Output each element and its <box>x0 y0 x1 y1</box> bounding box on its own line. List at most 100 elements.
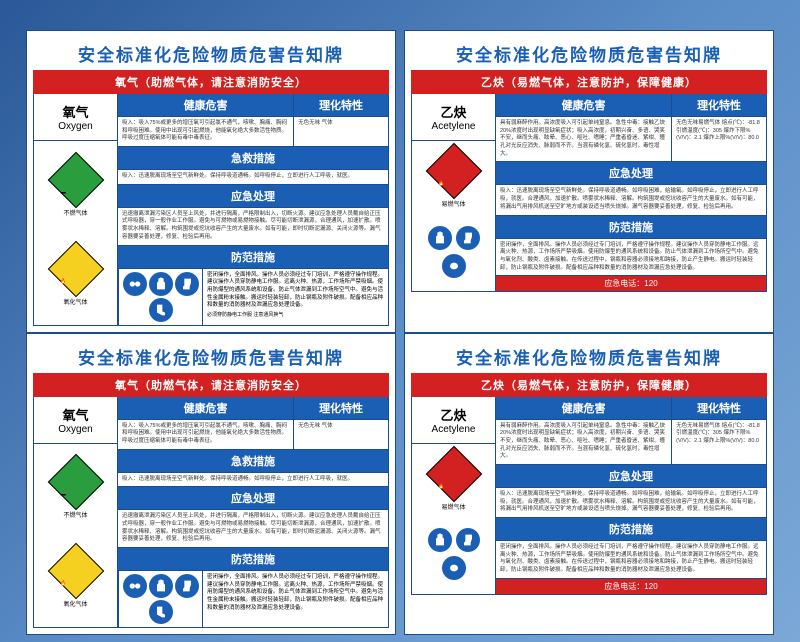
card-title: 安全标准化危险物质危害告知牌 <box>33 37 389 70</box>
suit-icon <box>428 226 452 250</box>
prevent-text: 密闭操作，全面排风。操作人员必须经过专门培训，严格遵守操作规程。建议操作人员穿防… <box>496 541 767 579</box>
oxygen-name-en: Oxygen <box>36 424 115 435</box>
acetylene-name-en: Acetylene <box>414 121 493 132</box>
oxygen-card-2: 安全标准化危险物质危害告知牌 氧气（助燃气体，请注意消防安全） 氧气 Oxyge… <box>26 333 396 636</box>
suit-icon <box>428 528 452 552</box>
acetylene-left-col: 乙炔 Acetylene 🔥 易燃气体 <box>411 397 496 595</box>
emergency-text: 迅速撤离泄漏污染区人员至上风处，并进行隔离，严格限制出入，切断火源。建议应急处理… <box>118 208 389 246</box>
oxygen-subtitle: 氧气（助燃气体，请注意消防安全） <box>33 70 389 94</box>
health-header: 健康危害 <box>496 397 672 420</box>
health-text: 具有弱麻醉作用。高浓度吸入可引起单纯窒息。急性中毒：接触乙炔20%浓度时出现明显… <box>496 420 672 465</box>
firstaid-header: 急救措施 <box>118 147 389 170</box>
firstaid-text: 吸入：迅速脱离现场至空气新鲜处。保持呼吸道通畅。如呼吸困难，给输氧。如呼吸停止，… <box>496 488 767 518</box>
suit-icon <box>149 574 173 598</box>
oxygen-hazard-icons: ▬ 不燃气体 🔥 氧化气体 <box>34 141 117 325</box>
emergency-header: 应急处理 <box>118 487 389 510</box>
nonflammable-gas-icon: ▬ <box>47 454 104 511</box>
card-title: 安全标准化危险物质危害告知牌 <box>33 340 389 373</box>
prevent-text: 密闭操作，全面排风。操作人员必须经过专门培训，严格遵守操作规程。建议操作人员穿防… <box>203 269 389 326</box>
acetylene-name-box: 乙炔 Acetylene <box>412 94 495 141</box>
hazard-label: 不燃气体 <box>56 510 96 519</box>
nonflammable-gas-icon: ▬ <box>47 152 104 209</box>
mask-icon <box>442 556 466 580</box>
oxygen-ppe-icons <box>118 571 203 628</box>
health-header: 健康危害 <box>496 94 672 117</box>
acetylene-name-cn: 乙炔 <box>414 405 493 424</box>
oxygen-left-col: 氧气 Oxygen ▬ 不燃气体 🔥 氧化气体 <box>33 94 118 326</box>
acetylene-card: 安全标准化危险物质危害告知牌 乙炔（易燃气体，注意防护，保障健康） 乙炔 Ace… <box>404 30 774 333</box>
health-text: 具有弱麻醉作用。高浓度吸入可引起单纯窒息。急性中毒：接触乙炔20%浓度时出现明显… <box>496 117 672 162</box>
hazard-label: 易燃气体 <box>434 502 474 511</box>
physical-header: 理化特性 <box>672 397 767 420</box>
acetylene-subtitle: 乙炔（易燃气体，注意防护，保障健康） <box>411 373 767 397</box>
physical-text: 无色无味易燃气体 熔点(℃)：-81.8 引燃温度(℃)：305 爆炸下限%(V… <box>672 420 767 465</box>
physical-header: 理化特性 <box>294 94 389 117</box>
oxygen-left-col: 氧气 Oxygen ▬ 不燃气体 🔥 氧化气体 <box>33 397 118 629</box>
gloves-icon <box>175 272 199 296</box>
physical-text: 无色无味 气体 <box>294 117 389 147</box>
acetylene-name-box: 乙炔 Acetylene <box>412 397 495 444</box>
hazard-label: 不燃气体 <box>56 208 96 217</box>
emergency-header: 应急处理 <box>118 185 389 208</box>
physical-text: 无色无味 气体 <box>294 420 389 450</box>
gloves-icon <box>456 528 480 552</box>
bottom-row: 安全标准化危险物质危害告知牌 氧气（助燃气体，请注意消防安全） 氧气 Oxyge… <box>20 333 780 636</box>
acetylene-right-col: 健康危害 理化特性 具有弱麻醉作用。高浓度吸入可引起单纯窒息。急性中毒：接触乙炔… <box>496 397 767 595</box>
goggles-icon <box>123 272 147 296</box>
top-row: 安全标准化危险物质危害告知牌 氧气（助燃气体，请注意消防安全） 氧气 Oxyge… <box>20 30 780 333</box>
prevent-text: 密闭操作，全面排风。操作人员必须经过专门培训，严格遵守操作规程。建议操作人员穿防… <box>496 239 767 277</box>
boots-icon <box>149 298 173 322</box>
emergency-phone: 应急电话：120 <box>496 276 767 292</box>
gloves-icon <box>175 574 199 598</box>
suit-icon <box>149 272 173 296</box>
acetylene-ppe-icons <box>414 525 493 583</box>
oxygen-name-cn: 氧气 <box>36 405 115 424</box>
emergency-header: 应急处理 <box>496 465 767 488</box>
emergency-header: 应急处理 <box>496 162 767 185</box>
health-text: 吸入：吸入75%或更多的增压氧可引起氯不通气，咳嗽、胸痛、胸闷和呼吸困难。使用中… <box>118 420 294 450</box>
oxygen-right-col: 健康危害 理化特性 吸入：吸入75%或更多的增压氧可引起氯不通气，咳嗽、胸痛、胸… <box>118 397 389 629</box>
oxygen-card: 安全标准化危险物质危害告知牌 氧气（助燃气体，请注意消防安全） 氧气 Oxyge… <box>26 30 396 333</box>
hazard-label: 氧化气体 <box>56 297 96 306</box>
acetylene-hazard-icons: 🔥 易燃气体 <box>412 141 495 291</box>
physical-text: 无色无味易燃气体 熔点(℃)：-81.8 引燃温度(℃)：305 爆炸下限%(V… <box>672 117 767 162</box>
oxygen-ppe-icons <box>118 269 203 326</box>
emergency-phone: 应急电话：120 <box>496 579 767 595</box>
mask-icon <box>442 254 466 278</box>
goggles-icon <box>123 574 147 598</box>
acetylene-left-col: 乙炔 Acetylene 🔥 易燃气体 <box>411 94 496 292</box>
acetylene-hazard-icons: 🔥 易燃气体 <box>412 444 495 594</box>
firstaid-text: 吸入：迅速脱离现场至空气新鲜处。保持呼吸道通畅。如呼吸停止，立即进行人工呼吸，就… <box>118 473 389 488</box>
acetylene-right-col: 健康危害 理化特性 具有弱麻醉作用。高浓度吸入可引起单纯窒息。急性中毒：接触乙炔… <box>496 94 767 292</box>
flammable-gas-icon: 🔥 <box>425 446 482 503</box>
oxidizer-icon: 🔥 <box>47 543 104 600</box>
oxygen-name-box: 氧气 Oxygen <box>34 94 117 141</box>
firstaid-text: 吸入：迅速脱离现场至空气新鲜处。保持呼吸道通畅。如呼吸停止，立即进行人工呼吸，就… <box>118 170 389 185</box>
prevent-header: 防范措施 <box>118 246 389 269</box>
hazard-label: 易燃气体 <box>434 199 474 208</box>
oxygen-name-box: 氧气 Oxygen <box>34 397 117 444</box>
card-title: 安全标准化危险物质危害告知牌 <box>411 37 767 70</box>
prevent-text: 密闭操作，全面排风。操作人员必须经过专门培训，严格遵守操作规程。建议操作人员穿防… <box>203 571 389 628</box>
acetylene-name-cn: 乙炔 <box>414 102 493 121</box>
health-text: 吸入：吸入75%或更多的增压氧可引起氯不通气，咳嗽、胸痛、胸闷和呼吸困难。使用中… <box>118 117 294 147</box>
prevent-header: 防范措施 <box>496 216 767 239</box>
physical-header: 理化特性 <box>672 94 767 117</box>
card-title: 安全标准化危险物质危害告知牌 <box>411 340 767 373</box>
oxidizer-icon: 🔥 <box>47 240 104 297</box>
oxygen-right-col: 健康危害 理化特性 吸入：吸入75%或更多的增压氧可引起氯不通气，咳嗽、胸痛、胸… <box>118 94 389 326</box>
emergency-text: 迅速撤离泄漏污染区人员至上风处，并进行隔离，严格限制出入，切断火源。建议应急处理… <box>118 510 389 548</box>
gloves-icon <box>456 226 480 250</box>
oxygen-hazard-icons: ▬ 不燃气体 🔥 氧化气体 <box>34 444 117 628</box>
firstaid-text: 吸入：迅速脱离现场至空气新鲜处。保持呼吸道通畅。如呼吸困难，给输氧。如呼吸停止，… <box>496 185 767 215</box>
prevent-header: 防范措施 <box>118 548 389 571</box>
health-header: 健康危害 <box>118 397 294 420</box>
oxygen-name-cn: 氧气 <box>36 102 115 121</box>
flammable-gas-icon: 🔥 <box>425 143 482 200</box>
oxygen-name-en: Oxygen <box>36 121 115 132</box>
oxygen-subtitle: 氧气（助燃气体，请注意消防安全） <box>33 373 389 397</box>
acetylene-ppe-icons <box>414 223 493 281</box>
firstaid-header: 急救措施 <box>118 450 389 473</box>
health-header: 健康危害 <box>118 94 294 117</box>
prevent-header: 防范措施 <box>496 518 767 541</box>
